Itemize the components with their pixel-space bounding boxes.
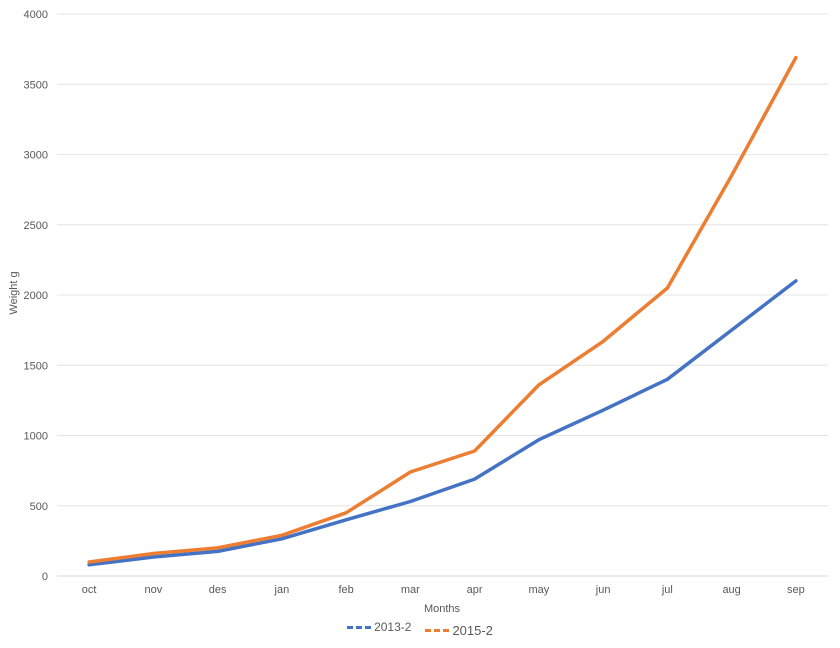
legend-label-2013-2: 2013-2 bbox=[374, 620, 412, 634]
legend-item-2013-2: 2013-2 bbox=[347, 620, 411, 634]
series-lines bbox=[87, 55, 798, 567]
x-tick-label-jan: jan bbox=[274, 584, 290, 596]
y-tick-label-500: 500 bbox=[30, 501, 48, 513]
x-axis-tick-labels: oct nov des jan feb mar apr may jun jul aug sep bbox=[82, 584, 805, 596]
x-tick-label-aug: aug bbox=[722, 584, 740, 596]
y-tick-label-2000: 2000 bbox=[24, 290, 48, 302]
y-tick-label-0: 0 bbox=[42, 571, 48, 583]
x-tick-label-jun: jun bbox=[595, 584, 611, 596]
legend-label-2015-2: 2015-2 bbox=[452, 623, 493, 638]
x-axis-title: Months bbox=[424, 603, 461, 615]
x-tick-label-feb: feb bbox=[338, 584, 353, 596]
legend-item-2015-2: 2015-2 bbox=[425, 623, 493, 638]
x-tick-label-des: des bbox=[209, 584, 227, 596]
y-axis-tick-labels: 0 500 1000 1500 2000 2500 3000 3500 4000 bbox=[24, 9, 48, 583]
x-tick-label-may: may bbox=[528, 584, 549, 596]
x-tick-label-jul: jul bbox=[661, 584, 673, 596]
y-tick-label-2500: 2500 bbox=[24, 220, 48, 232]
x-tick-label-mar: mar bbox=[401, 584, 420, 596]
series-line-2013-2 bbox=[87, 279, 798, 567]
legend-line-swatch-orange bbox=[425, 629, 450, 632]
x-tick-label-nov: nov bbox=[145, 584, 163, 596]
y-tick-label-3500: 3500 bbox=[24, 79, 48, 91]
x-tick-label-sep: sep bbox=[787, 584, 805, 596]
y-tick-label-1000: 1000 bbox=[24, 431, 48, 443]
x-tick-label-apr: apr bbox=[467, 584, 483, 596]
legend-line-swatch-blue bbox=[347, 625, 372, 629]
series-line-2015-2 bbox=[87, 55, 798, 564]
y-tick-label-4000: 4000 bbox=[24, 9, 48, 21]
x-tick-label-oct: oct bbox=[82, 584, 97, 596]
gridlines bbox=[57, 13, 828, 577]
legend: 2013-2 2015-2 bbox=[0, 620, 840, 638]
y-axis-title: Weight g bbox=[8, 271, 20, 314]
y-tick-label-1500: 1500 bbox=[24, 360, 48, 372]
y-tick-label-3000: 3000 bbox=[24, 150, 48, 162]
